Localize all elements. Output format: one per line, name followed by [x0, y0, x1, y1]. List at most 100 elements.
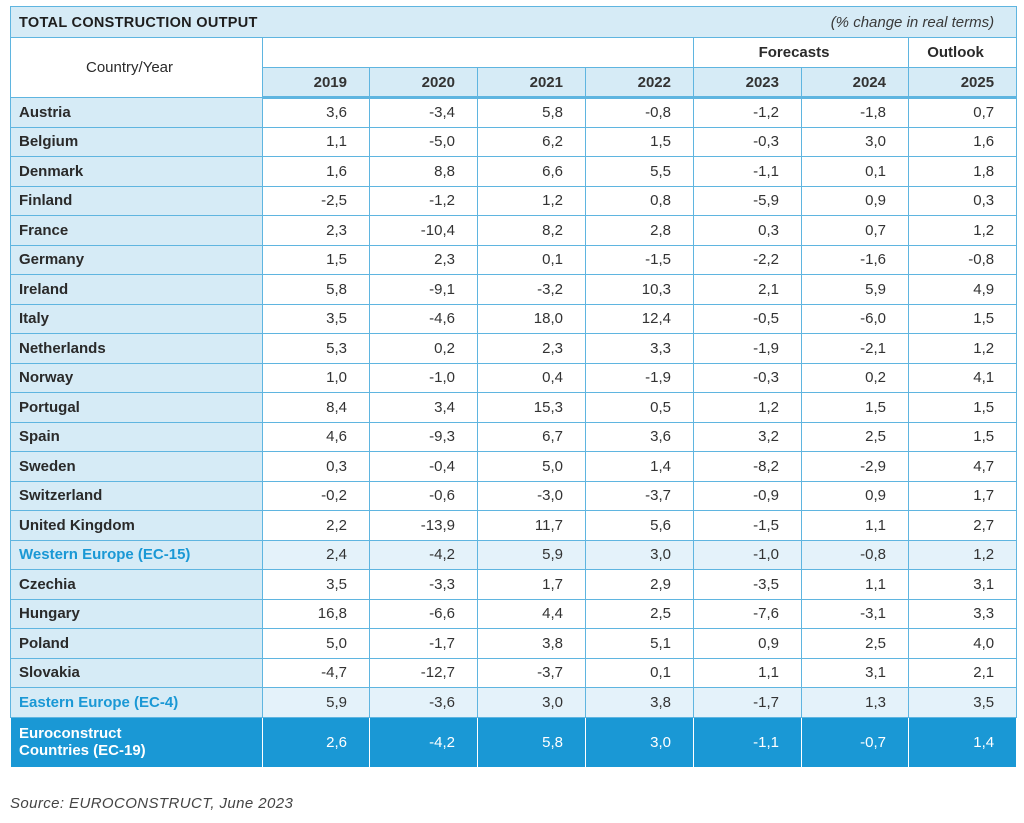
value-cell: 0,3: [907, 185, 1018, 216]
value-cell: 2,9: [585, 569, 694, 600]
value-cell: 3,4: [369, 392, 478, 423]
year-header-2020: 2020: [369, 67, 478, 99]
total-value-cell: -1,1: [693, 716, 802, 768]
table-row: Netherlands 5,3 0,2 2,3 3,3 -1,9 -2,1 1,2: [10, 333, 1018, 364]
table-row: Hungary 16,8 -6,6 4,4 2,5 -7,6 -3,1 3,3: [10, 598, 1018, 629]
value-cell: 2,8: [585, 215, 694, 246]
value-cell: 0,4: [477, 362, 586, 393]
table-row: Denmark 1,6 8,8 6,6 5,5 -1,1 0,1 1,8: [10, 156, 1018, 187]
value-cell: -1,2: [369, 185, 478, 216]
value-cell: 2,4: [262, 539, 370, 570]
value-cell: -1,1: [693, 156, 802, 187]
value-cell: 1,5: [907, 421, 1018, 452]
value-cell: -0,3: [693, 362, 802, 393]
total-label-line1: Euroconstruct: [19, 725, 122, 742]
value-cell: 5,9: [262, 687, 370, 718]
value-cell: -1,9: [585, 362, 694, 393]
value-cell: 1,1: [801, 569, 909, 600]
construction-output-table-wrapper: TOTAL CONSTRUCTION OUTPUT (% change in r…: [9, 6, 1018, 768]
value-cell: 1,2: [907, 333, 1018, 364]
value-cell: -12,7: [369, 657, 478, 688]
value-cell: -3,0: [477, 480, 586, 511]
value-cell: -3,2: [477, 274, 586, 305]
value-cell: 6,2: [477, 126, 586, 157]
value-cell: 1,4: [585, 451, 694, 482]
forecasts-group-header: Forecasts: [693, 37, 909, 68]
total-value-cell: -4,2: [369, 716, 478, 768]
outlook-group-header: Outlook: [907, 37, 1018, 68]
value-cell: 3,2: [693, 421, 802, 452]
value-cell: 4,4: [477, 598, 586, 629]
value-cell: 3,6: [262, 97, 370, 128]
value-cell: 3,3: [907, 598, 1018, 629]
table-row: France 2,3 -10,4 8,2 2,8 0,3 0,7 1,2: [10, 215, 1018, 246]
value-cell: 2,5: [801, 628, 909, 659]
value-cell: -2,5: [262, 185, 370, 216]
value-cell: -0,5: [693, 303, 802, 334]
historic-group-header: [262, 37, 694, 68]
construction-output-table: TOTAL CONSTRUCTION OUTPUT (% change in r…: [9, 6, 1018, 768]
value-cell: 11,7: [477, 510, 586, 541]
table-row: Switzerland -0,2 -0,6 -3,0 -3,7 -0,9 0,9 1,7: [10, 480, 1018, 511]
country-name: Denmark: [10, 156, 263, 187]
year-header-2024: 2024: [801, 67, 909, 99]
total-row: Euroconstruct Countries (EC-19) 2,6 -4,2 5,8…: [10, 716, 1018, 768]
value-cell: -6,0: [801, 303, 909, 334]
table-row: Austria 3,6 -3,4 5,8 -0,8 -1,2 -1,8 0,7: [10, 97, 1018, 128]
value-cell: -0,8: [907, 244, 1018, 275]
value-cell: 18,0: [477, 303, 586, 334]
value-cell: -6,6: [369, 598, 478, 629]
value-cell: -9,1: [369, 274, 478, 305]
value-cell: 0,8: [585, 185, 694, 216]
country-name: Switzerland: [10, 480, 263, 511]
value-cell: -1,0: [369, 362, 478, 393]
value-cell: 0,5: [585, 392, 694, 423]
value-cell: -0,3: [693, 126, 802, 157]
value-cell: -3,7: [585, 480, 694, 511]
value-cell: 1,5: [907, 303, 1018, 334]
country-name: Ireland: [10, 274, 263, 305]
value-cell: 15,3: [477, 392, 586, 423]
value-cell: 2,5: [585, 598, 694, 629]
country-name: Slovakia: [10, 657, 263, 688]
value-cell: 4,6: [262, 421, 370, 452]
value-cell: 5,0: [477, 451, 586, 482]
subtotal-row: Western Europe (EC-15) 2,4 -4,2 5,9 3,0 -1,0-…: [10, 539, 1018, 570]
value-cell: 0,3: [262, 451, 370, 482]
value-cell: -8,2: [693, 451, 802, 482]
value-cell: 3,1: [907, 569, 1018, 600]
value-cell: 2,3: [477, 333, 586, 364]
country-name: Netherlands: [10, 333, 263, 364]
value-cell: 2,2: [262, 510, 370, 541]
value-cell: 2,3: [262, 215, 370, 246]
table-row: Ireland 5,8 -9,1 -3,2 10,3 2,1 5,9 4,9: [10, 274, 1018, 305]
country-name: Poland: [10, 628, 263, 659]
value-cell: 3,0: [477, 687, 586, 718]
value-cell: 3,3: [585, 333, 694, 364]
value-cell: 8,4: [262, 392, 370, 423]
value-cell: 5,6: [585, 510, 694, 541]
value-cell: 10,3: [585, 274, 694, 305]
value-cell: 5,9: [477, 539, 586, 570]
value-cell: 5,0: [262, 628, 370, 659]
table-row: Norway 1,0 -1,0 0,4 -1,9 -0,3 0,2 4,1: [10, 362, 1018, 393]
value-cell: -1,5: [693, 510, 802, 541]
value-cell: 3,0: [801, 126, 909, 157]
value-cell: 5,8: [262, 274, 370, 305]
table-title: TOTAL CONSTRUCTION OUTPUT: [19, 14, 258, 31]
value-cell: 1,6: [262, 156, 370, 187]
table-row: Poland 5,0 -1,7 3,8 5,1 0,9 2,5 4,0: [10, 628, 1018, 659]
value-cell: 1,0: [262, 362, 370, 393]
value-cell: 1,2: [907, 539, 1018, 570]
value-cell: 0,9: [801, 185, 909, 216]
value-cell: 1,5: [907, 392, 1018, 423]
value-cell: 1,1: [801, 510, 909, 541]
value-cell: 1,5: [585, 126, 694, 157]
value-cell: 0,1: [477, 244, 586, 275]
value-cell: -0,2: [262, 480, 370, 511]
value-cell: -3,7: [477, 657, 586, 688]
year-header-row: 2019 2020 2021 2022 2023 2024 2025: [11, 67, 1018, 99]
value-cell: -4,2: [369, 539, 478, 570]
country-name: United Kingdom: [10, 510, 263, 541]
total-value-cell: 3,0: [585, 716, 694, 768]
